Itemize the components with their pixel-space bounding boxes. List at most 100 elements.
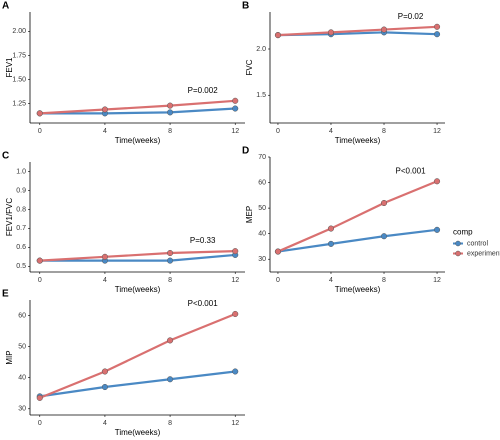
mean-point: [327, 29, 335, 36]
mean-point: [36, 257, 43, 264]
mean-point: [380, 199, 388, 207]
panel: A 1.25 1.50 1.75 2.00 0 4 8 12 Time(weeks) FEV1 P=0…: [2, 1, 245, 145]
legend-title: comp: [453, 228, 473, 237]
mean-point: [167, 249, 174, 257]
p-value: P=0.33: [190, 236, 216, 245]
panel-letter: C: [2, 151, 9, 162]
series-line: [277, 228, 438, 253]
mean-point: [232, 97, 239, 104]
mean-point: [380, 26, 388, 33]
series-line: [277, 25, 438, 37]
p-value: P=0.02: [398, 12, 424, 21]
y-axis-title: FVC: [245, 59, 254, 75]
x-tick-label: 12: [433, 277, 441, 284]
mean-point: [232, 310, 239, 318]
legend-dot: [455, 240, 461, 247]
y-tick-label: 0.7: [16, 225, 26, 232]
x-tick-label: 4: [103, 277, 107, 284]
series-line: [39, 250, 236, 262]
y-tick-label: 2.00: [12, 28, 26, 35]
x-axis-title: Time(weeks): [335, 285, 381, 294]
x-tick-label: 12: [433, 128, 441, 135]
x-tick-label: 8: [168, 420, 172, 427]
mean-point: [167, 109, 174, 116]
x-tick-label: 8: [382, 128, 386, 135]
mean-point: [167, 257, 174, 264]
y-axis-title: FEV1/FVC: [5, 198, 14, 236]
mean-point: [380, 233, 388, 240]
x-tick-label: 12: [231, 277, 239, 284]
mean-point: [433, 31, 441, 38]
p-value: P=0.002: [188, 86, 219, 95]
y-tick-label: 1.5: [256, 92, 266, 99]
y-tick-label: 0.6: [16, 244, 26, 251]
mean-point: [36, 394, 43, 401]
panel-letter: A: [2, 1, 9, 12]
x-tick-label: 0: [38, 128, 42, 135]
y-tick-label: 2.0: [256, 46, 266, 53]
mean-point: [167, 102, 174, 109]
x-tick-label: 8: [168, 277, 172, 284]
y-tick-label: 30: [18, 406, 26, 413]
mean-point: [274, 248, 282, 255]
p-value: P<0.001: [188, 299, 219, 308]
panel: E 30 40 50 60 0 4 8 12 Time(weeks) MIP P<0.001: [2, 289, 245, 437]
x-tick-label: 0: [38, 277, 42, 284]
mean-point: [327, 225, 335, 232]
x-axis-title: Time(weeks): [115, 136, 161, 145]
y-axis-title: MIP: [5, 350, 14, 364]
series-line: [39, 107, 236, 115]
x-tick-label: 12: [231, 420, 239, 427]
mean-point: [101, 106, 108, 113]
x-tick-label: 4: [103, 128, 107, 135]
x-tick-label: 4: [103, 420, 107, 427]
panel-letter: B: [242, 1, 249, 12]
y-tick-label: 70: [258, 154, 266, 161]
mean-point: [101, 253, 108, 260]
y-tick-label: 40: [258, 231, 266, 238]
x-tick-label: 8: [168, 128, 172, 135]
panel-letter: D: [242, 146, 249, 157]
y-axis-title: MEP: [245, 206, 254, 223]
legend-label: control: [467, 240, 488, 247]
series-line: [39, 99, 236, 115]
x-tick-label: 0: [276, 128, 280, 135]
mean-point: [433, 178, 441, 185]
mean-point: [327, 240, 335, 247]
x-tick-label: 0: [276, 277, 280, 284]
y-tick-label: 0.5: [16, 263, 26, 270]
mean-point: [101, 383, 108, 391]
y-tick-label: 1.25: [12, 101, 26, 108]
x-axis-title: Time(weeks): [335, 136, 381, 145]
x-axis-title: Time(weeks): [115, 285, 161, 294]
series-line: [39, 253, 236, 262]
x-axis-title: Time(weeks): [115, 428, 161, 437]
mean-point: [232, 368, 239, 375]
p-value: P<0.001: [396, 166, 427, 175]
series-line: [39, 312, 236, 399]
x-tick-label: 12: [231, 128, 239, 135]
y-axis-title: FEV1: [5, 57, 14, 78]
panel-letter: E: [2, 289, 9, 300]
series-line: [39, 370, 236, 398]
y-tick-label: 50: [258, 205, 266, 212]
x-tick-label: 8: [382, 277, 386, 284]
mean-point: [232, 248, 239, 255]
legend-dot: [455, 250, 461, 257]
y-tick-label: 0.8: [16, 206, 26, 213]
y-tick-label: 30: [258, 256, 266, 263]
y-tick-label: 0.9: [16, 187, 26, 194]
y-tick-label: 1.50: [12, 76, 26, 83]
mean-point: [167, 337, 174, 344]
mean-point: [167, 376, 174, 383]
mean-point: [232, 105, 239, 112]
y-tick-label: 60: [258, 179, 266, 186]
series-line: [277, 180, 438, 253]
x-tick-label: 4: [329, 128, 333, 135]
mean-point: [433, 23, 441, 30]
y-tick-label: 60: [18, 312, 26, 319]
mean-point: [433, 226, 441, 233]
panel: C 0.5 0.6 0.7 0.8 0.9 1.0 0 4 8 12 Time(weeks) FEV1/…: [2, 151, 245, 294]
